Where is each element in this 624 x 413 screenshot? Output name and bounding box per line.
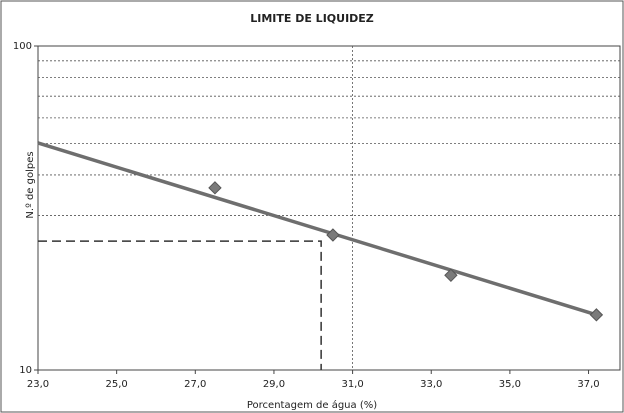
x-tick-label: 33,0 xyxy=(420,379,442,390)
chart-title: LIMITE DE LIQUIDEZ xyxy=(250,12,374,25)
x-tick-label: 27,0 xyxy=(184,379,206,390)
x-axis-label: Porcentagem de água (%) xyxy=(247,399,377,411)
x-tick-label: 29,0 xyxy=(263,379,285,390)
x-tick-label: 31,0 xyxy=(341,379,363,390)
data-point xyxy=(208,181,222,195)
trendline xyxy=(37,141,597,317)
data-point xyxy=(589,308,604,322)
data-point xyxy=(326,228,340,242)
y-tick-label: 10 xyxy=(19,365,32,376)
x-tick-label: 25,0 xyxy=(106,379,128,390)
x-tick-label: 35,0 xyxy=(499,379,521,390)
y-axis-label: N.º de golpes xyxy=(25,151,36,218)
y-tick-label: 100 xyxy=(13,41,32,52)
x-tick-label: 37,0 xyxy=(577,379,599,390)
liquid-limit-guide xyxy=(38,240,322,370)
x-tick-label: 23,0 xyxy=(27,379,49,390)
plot-area xyxy=(37,45,621,371)
data-point xyxy=(444,268,458,283)
